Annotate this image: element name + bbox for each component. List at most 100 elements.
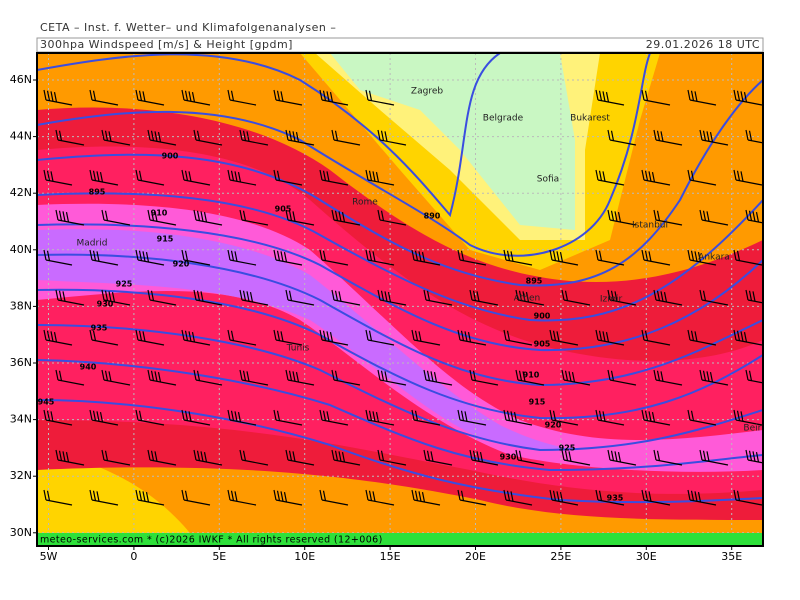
barb-flag: [92, 170, 97, 181]
barb-flag: [338, 211, 342, 222]
barb-flag: [147, 209, 151, 221]
barb-flag: [138, 490, 143, 501]
wind-barb: [515, 369, 545, 386]
barb-flag: [101, 369, 105, 381]
barb-flag: [365, 89, 369, 101]
barb-flag: [99, 171, 104, 183]
city-label: Ankara: [698, 253, 730, 263]
barb-flag: [89, 89, 93, 101]
barb-shaft: [609, 459, 637, 466]
barb-flag: [595, 489, 599, 501]
barb-flag: [341, 451, 346, 463]
barb-flag: [331, 209, 335, 221]
barb-flag: [292, 451, 296, 462]
wind-barb: [273, 489, 303, 506]
contour-label: 930: [500, 453, 517, 462]
barb-shaft: [643, 259, 671, 266]
barb-flag: [610, 290, 615, 301]
barb-shaft: [103, 459, 131, 466]
barb-flag: [699, 209, 703, 221]
barb-flag: [648, 491, 652, 502]
barb-shaft: [413, 339, 441, 346]
wind-barb: [227, 169, 257, 186]
barb-flag: [595, 409, 599, 421]
wind-barb: [135, 329, 165, 346]
wind-barb: [147, 129, 177, 146]
wind-barb: [641, 249, 671, 266]
barb-flag: [96, 171, 100, 182]
contour-label: 900: [534, 312, 551, 321]
barb-flag: [564, 370, 569, 381]
wind-barb: [365, 329, 395, 346]
barb-shaft: [689, 419, 717, 426]
barb-flag: [227, 489, 231, 501]
wind-barb: [101, 129, 131, 146]
wind-barb: [331, 209, 361, 226]
barb-shaft: [689, 179, 717, 186]
barb-flag: [111, 291, 116, 303]
wind-barb: [147, 369, 177, 386]
lon-label: 30E: [636, 550, 657, 563]
barb-shaft: [321, 339, 349, 346]
barb-flag: [706, 211, 710, 222]
barb-flag: [147, 129, 151, 141]
contour-label: 920: [545, 421, 562, 430]
wind-barb: [549, 249, 579, 266]
wind-barb: [733, 409, 763, 426]
wind-barb: [89, 169, 119, 186]
barb-flag: [108, 371, 112, 382]
barb-flag: [375, 411, 380, 423]
barb-flag: [418, 331, 422, 342]
wind-barb: [239, 209, 269, 226]
barb-flag: [602, 411, 606, 422]
barb-flag: [423, 369, 427, 381]
barb-flag: [92, 90, 97, 101]
wind-barb: [687, 169, 717, 186]
wind-barb: [641, 329, 671, 346]
wind-barb: [607, 209, 637, 226]
wind-barb: [285, 289, 315, 306]
wind-barb: [377, 449, 407, 466]
barb-flag: [322, 90, 327, 101]
barb-flag: [460, 490, 465, 501]
barb-flag: [334, 290, 339, 301]
barb-flag: [644, 410, 649, 421]
wind-barb: [561, 289, 591, 306]
barb-shaft: [333, 299, 361, 306]
contour-label: 925: [559, 444, 576, 453]
barb-flag: [651, 411, 656, 423]
barb-flag: [745, 209, 749, 221]
barb-flag: [506, 490, 511, 501]
city-label: Rome: [352, 198, 378, 208]
wind-barb: [273, 409, 303, 426]
barb-flag: [89, 169, 93, 181]
barb-shaft: [183, 419, 211, 426]
wind-barb: [331, 289, 361, 306]
barb-flag: [326, 411, 330, 422]
wind-barb: [457, 249, 487, 266]
contour-label: 915: [157, 235, 174, 244]
wind-barb: [503, 329, 533, 346]
barb-flag: [743, 331, 748, 343]
barb-flag: [104, 370, 109, 381]
barb-flag: [280, 331, 284, 342]
barb-shaft: [367, 499, 395, 506]
map-frame: [36, 52, 764, 547]
wind-barb: [595, 249, 625, 266]
barb-flag: [368, 410, 373, 421]
barb-flag: [740, 331, 744, 342]
barb-flag: [648, 411, 652, 422]
barb-shaft: [241, 139, 269, 146]
barb-flag: [142, 251, 146, 262]
wind-barb: [411, 329, 441, 346]
barb-shaft: [321, 259, 349, 266]
wind-barb: [377, 129, 407, 146]
wind-barb: [55, 369, 85, 386]
barb-flag: [157, 371, 162, 383]
barb-flag: [326, 171, 330, 182]
barb-flag: [334, 130, 339, 141]
wind-barb: [101, 289, 131, 306]
barb-flag: [276, 410, 281, 421]
barb-flag: [230, 250, 235, 261]
barb-flag: [687, 89, 691, 101]
